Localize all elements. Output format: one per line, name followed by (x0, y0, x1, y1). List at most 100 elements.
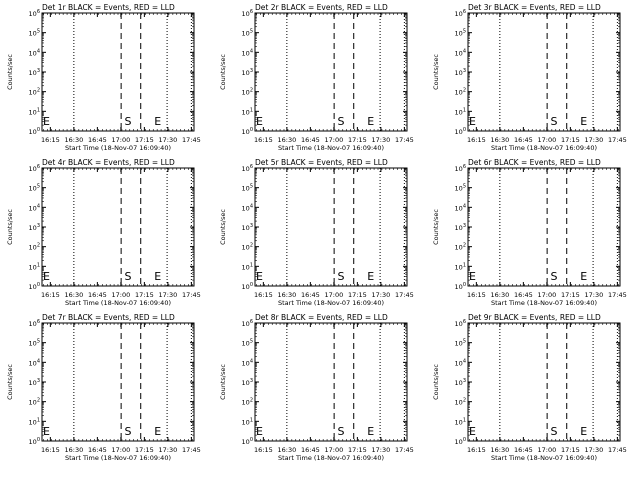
x-axis-label: Start Time (18-Nov-07 16:09:40) (491, 454, 597, 462)
y-tick-label: 100 (29, 437, 40, 446)
x-tick-label: 17:30 (585, 291, 604, 299)
x-tick-label: 17:45 (395, 136, 414, 144)
x-tick-label: 17:00 (538, 446, 557, 454)
y-tick-base: 10 (455, 340, 463, 348)
x-tick-label: 16:45 (514, 446, 533, 454)
y-tick-exponent: 1 (250, 417, 253, 423)
plot-frame (41, 322, 195, 442)
y-tick-base: 10 (242, 418, 250, 426)
x-axis-label: Start Time (18-Nov-07 16:09:40) (491, 144, 597, 152)
chart-panel: Det 7r BLACK = Events, RED = LLD10010110… (6, 313, 201, 462)
time-marker-label: E (256, 270, 263, 283)
y-tick-label: 102 (455, 243, 466, 252)
x-tick-label: 16:45 (514, 291, 533, 299)
chart-panel: Det 4r BLACK = Events, RED = LLD10010110… (6, 158, 201, 307)
y-tick-base: 10 (455, 165, 463, 173)
time-marker-label: E (469, 270, 476, 283)
plot-frame (41, 167, 195, 287)
x-tick-label: 16:30 (64, 446, 83, 454)
y-tick-base: 10 (29, 128, 37, 136)
x-tick-label: 16:30 (64, 136, 83, 144)
y-tick-label: 101 (242, 262, 253, 271)
x-tick-label: 17:00 (325, 291, 344, 299)
y-tick-base: 10 (242, 320, 250, 328)
x-tick-label: 16:45 (301, 446, 320, 454)
y-axis-label: Counts/sec (6, 54, 14, 90)
x-tick-label: 17:00 (325, 136, 344, 144)
y-tick-base: 10 (29, 224, 37, 232)
y-tick-label: 101 (242, 417, 253, 426)
y-tick-exponent: 6 (463, 319, 466, 325)
y-tick-label: 100 (242, 127, 253, 136)
y-tick-label: 105 (29, 184, 40, 193)
x-tick-label: 16:15 (467, 446, 486, 454)
time-marker-label: S (124, 270, 131, 283)
x-tick-label: 17:15 (561, 291, 580, 299)
y-tick-label: 103 (242, 378, 253, 387)
y-tick-label: 101 (242, 107, 253, 116)
y-tick-exponent: 5 (250, 29, 253, 35)
y-tick-base: 10 (455, 320, 463, 328)
y-tick-base: 10 (242, 165, 250, 173)
y-tick-base: 10 (242, 30, 250, 38)
y-tick-base: 10 (29, 10, 37, 18)
y-tick-exponent: 3 (250, 68, 253, 74)
y-tick-exponent: 2 (37, 398, 40, 404)
y-tick-base: 10 (242, 263, 250, 271)
y-tick-exponent: 2 (250, 398, 253, 404)
y-tick-label: 103 (455, 223, 466, 232)
y-tick-base: 10 (455, 108, 463, 116)
x-tick-label: 17:15 (561, 446, 580, 454)
y-tick-label: 103 (29, 223, 40, 232)
x-tick-label: 16:15 (467, 136, 486, 144)
y-axis-label: Counts/sec (219, 364, 227, 400)
chart-panel: Det 6r BLACK = Events, RED = LLD10010110… (432, 158, 627, 307)
x-tick-label: 17:45 (182, 291, 201, 299)
y-tick-label: 105 (455, 184, 466, 193)
x-tick-label: 16:30 (490, 291, 509, 299)
x-tick-label: 16:30 (277, 446, 296, 454)
time-marker-label: S (550, 270, 557, 283)
x-axis-label: Start Time (18-Nov-07 16:09:40) (278, 454, 384, 462)
y-tick-base: 10 (242, 399, 250, 407)
time-marker-label: S (124, 425, 131, 438)
x-tick-label: 17:30 (585, 136, 604, 144)
y-tick-label: 105 (242, 339, 253, 348)
y-tick-base: 10 (242, 69, 250, 77)
y-tick-base: 10 (242, 359, 250, 367)
chart-panel: Det 2r BLACK = Events, RED = LLD10010110… (219, 3, 414, 152)
y-tick-base: 10 (29, 283, 37, 291)
y-tick-exponent: 3 (250, 378, 253, 384)
y-tick-exponent: 2 (250, 243, 253, 249)
y-tick-label: 101 (455, 262, 466, 271)
chart-panel: Det 9r BLACK = Events, RED = LLD10010110… (432, 313, 627, 462)
y-tick-label: 103 (242, 68, 253, 77)
y-tick-base: 10 (29, 69, 37, 77)
y-tick-label: 104 (242, 358, 253, 367)
y-tick-exponent: 3 (463, 378, 466, 384)
y-tick-base: 10 (455, 49, 463, 57)
y-tick-exponent: 4 (250, 358, 253, 364)
x-tick-label: 16:15 (254, 446, 273, 454)
y-tick-exponent: 5 (463, 29, 466, 35)
y-tick-label: 106 (29, 164, 40, 173)
y-tick-exponent: 5 (250, 184, 253, 190)
chart-panel: Det 8r BLACK = Events, RED = LLD10010110… (219, 313, 414, 462)
x-tick-label: 16:30 (277, 291, 296, 299)
x-tick-label: 17:45 (608, 446, 627, 454)
chart-panel: Det 5r BLACK = Events, RED = LLD10010110… (219, 158, 414, 307)
time-marker-label: E (367, 270, 374, 283)
y-tick-base: 10 (242, 340, 250, 348)
y-tick-label: 104 (242, 48, 253, 57)
y-axis-label: Counts/sec (432, 364, 440, 400)
y-axis-label: Counts/sec (219, 209, 227, 245)
y-tick-exponent: 1 (37, 107, 40, 113)
y-tick-exponent: 3 (463, 68, 466, 74)
y-tick-base: 10 (455, 359, 463, 367)
y-tick-exponent: 4 (463, 203, 466, 209)
y-tick-base: 10 (455, 224, 463, 232)
y-tick-exponent: 0 (250, 437, 253, 443)
y-tick-base: 10 (29, 399, 37, 407)
y-tick-exponent: 0 (37, 282, 40, 288)
y-tick-exponent: 0 (463, 437, 466, 443)
